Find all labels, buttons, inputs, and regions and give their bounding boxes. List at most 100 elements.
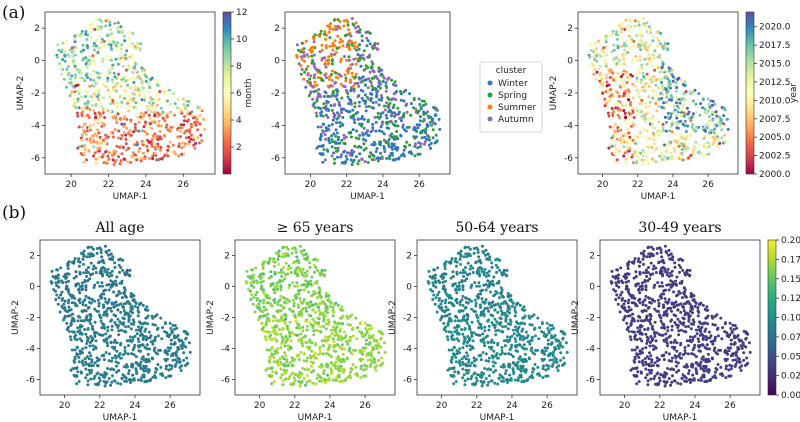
data-point [305,359,309,363]
data-point [645,57,649,61]
data-point [77,380,81,383]
data-point [264,368,268,372]
panel-title: All age [94,220,144,236]
data-point [673,149,677,152]
data-point [281,279,285,283]
data-point [99,114,103,118]
data-point [163,119,167,123]
data-point [61,41,65,45]
data-point [648,43,652,47]
data-point [391,158,395,162]
data-point [62,77,66,81]
data-point [76,83,80,87]
data-point [94,18,98,22]
data-point [84,376,88,380]
x-tick-label: 22 [341,180,352,190]
data-point [345,357,349,361]
data-point [163,98,167,102]
data-point [181,341,185,345]
data-point [50,269,54,273]
data-point [328,304,332,308]
data-point [143,122,147,126]
data-point [635,76,639,80]
data-point [81,359,85,363]
data-point [616,91,620,95]
data-point [155,103,159,107]
data-point [598,65,602,68]
data-point [92,123,96,126]
data-point [191,114,195,118]
data-point [87,357,91,361]
data-point [114,84,117,88]
data-point [114,89,118,93]
data-point [56,302,60,306]
data-point [620,44,623,48]
data-point [94,339,98,343]
data-point [255,298,259,302]
data-point [315,114,319,118]
data-point [106,76,110,80]
data-point [92,62,96,66]
data-point [687,116,691,120]
data-point [709,136,713,140]
data-point [668,129,672,133]
data-point [667,159,670,163]
data-point [250,268,254,272]
data-point [366,133,370,137]
data-point [98,138,102,142]
data-point [368,31,372,35]
data-point [290,356,294,360]
data-point [457,361,461,365]
data-point [589,48,593,52]
data-point [261,326,265,330]
data-point [129,306,133,310]
data-point [88,371,92,375]
data-point [154,97,158,101]
data-point [297,358,301,362]
data-point [126,132,130,135]
data-point [72,97,75,101]
data-point [88,296,92,300]
data-point [675,101,678,105]
data-point [612,78,616,82]
data-point [107,359,111,363]
data-point [364,367,368,371]
data-point [620,27,624,31]
data-point [327,294,331,298]
data-point [290,364,294,367]
data-point [642,75,646,79]
data-point [304,279,308,283]
data-point [343,73,347,77]
data-point [391,97,394,101]
data-point [141,303,145,307]
data-point [650,64,654,68]
data-point [377,66,381,70]
data-point [105,270,109,274]
data-point [191,138,195,142]
data-point [289,339,293,343]
data-point [346,71,350,75]
data-point [88,136,92,140]
data-point [78,88,82,91]
data-point [618,58,621,62]
data-point [138,303,141,307]
data-point [603,97,607,101]
data-point [98,146,102,150]
data-point [611,138,615,142]
data-point [120,152,124,156]
data-point [103,44,107,48]
data-point [595,59,599,63]
data-point [373,42,377,45]
data-point [111,34,115,38]
data-point [616,106,619,110]
data-point [168,363,172,367]
data-point [161,326,165,330]
data-point [109,28,113,32]
data-point [276,363,280,367]
data-point [291,310,295,313]
data-point [669,151,673,155]
data-point [623,90,627,93]
data-point [61,68,65,71]
colorbar-tick-label: 2020.0 [759,23,791,33]
data-point [87,368,91,372]
